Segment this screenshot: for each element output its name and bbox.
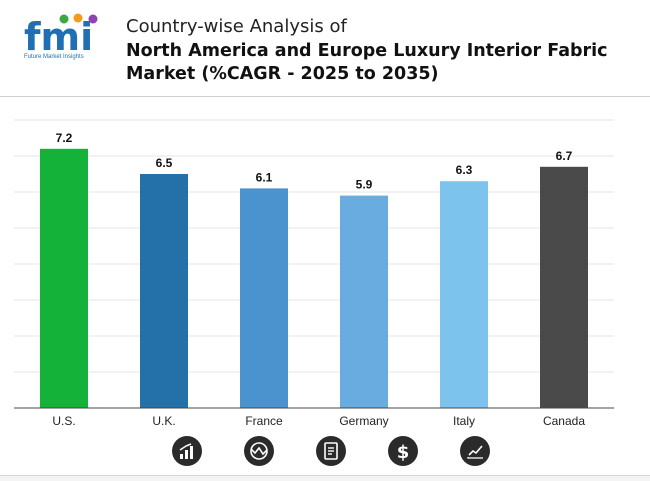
x-tick-label: Canada bbox=[543, 414, 585, 428]
x-tick-label: U.K. bbox=[152, 414, 175, 428]
bar-chart-icon bbox=[172, 436, 202, 466]
bar-france bbox=[240, 188, 288, 408]
footer-icons: $ bbox=[0, 436, 650, 470]
header: fmi Future Market Insights Country-wise … bbox=[0, 0, 650, 97]
bar-italy bbox=[440, 181, 488, 408]
x-tick-label: U.S. bbox=[52, 414, 75, 428]
data-label: 6.5 bbox=[156, 156, 173, 170]
bottom-divider bbox=[0, 475, 650, 481]
bar-chart: 7.2 U.S. 6.5 U.K. 6.1 France 5.9 Germany 6.3 Ital… bbox=[14, 119, 614, 428]
report-document-icon bbox=[316, 436, 346, 466]
data-label: 6.1 bbox=[256, 170, 273, 184]
x-tick-label: Germany bbox=[339, 414, 388, 428]
analysis-chart-icon bbox=[244, 436, 274, 466]
data-label: 6.3 bbox=[456, 163, 473, 177]
fmi-logo: fmi bbox=[24, 12, 108, 64]
bar-germany bbox=[340, 195, 388, 408]
logo-text: fmi bbox=[24, 15, 93, 56]
x-tick-label: Italy bbox=[453, 414, 475, 428]
data-label: 5.9 bbox=[356, 178, 373, 192]
logo-tagline: Future Market Insights bbox=[24, 54, 84, 60]
bar-canada bbox=[540, 166, 588, 408]
chart-title-line2: North America and Europe Luxury Interior… bbox=[126, 41, 608, 84]
bar-uk bbox=[140, 174, 188, 408]
trend-graph-icon bbox=[460, 436, 490, 466]
svg-text:$: $ bbox=[397, 442, 410, 463]
chart-title-line1: Country-wise Analysis of bbox=[126, 16, 347, 37]
bar-us bbox=[40, 148, 88, 409]
data-label: 6.7 bbox=[556, 149, 573, 163]
x-tick-label: France bbox=[245, 414, 283, 428]
dollar-icon: $ bbox=[388, 436, 418, 466]
data-label: 7.2 bbox=[56, 131, 73, 145]
